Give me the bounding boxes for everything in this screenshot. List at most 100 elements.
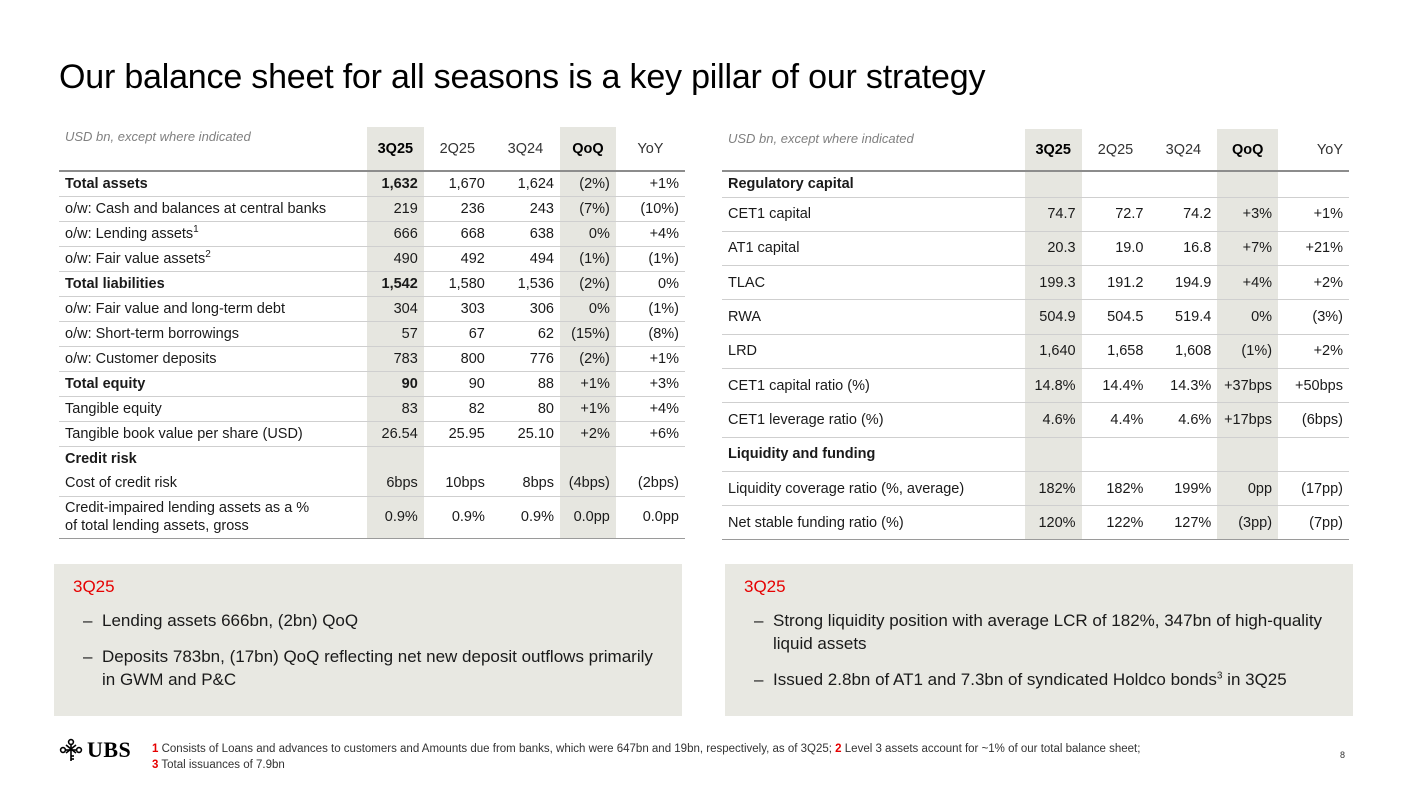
row-label: Total assets: [59, 171, 367, 197]
cell-value: (7%): [559, 196, 616, 222]
cell-value: 304: [366, 296, 424, 322]
cell-value: 127%: [1149, 505, 1218, 541]
footnote-text: Level 3 assets account for ~1% of our to…: [841, 743, 1141, 755]
bullet-item: – Issued 2.8bn of AT1 and 7.3bn of syndic…: [744, 668, 1334, 691]
row-label-line2: of total lending assets, gross: [65, 518, 249, 534]
cell-value: 199%: [1149, 471, 1218, 507]
cell-value: +3%: [615, 371, 685, 397]
cell-value: +4%: [615, 396, 685, 422]
footnote-number: 2: [835, 743, 842, 755]
cell-value: 4.6%: [1149, 402, 1218, 438]
table-row: Cost of credit risk 6bps 10bps 8bps (4bp…: [59, 471, 685, 497]
section-header-row: Liquidity and funding: [722, 437, 1349, 472]
row-label: o/w: Short-term borrowings: [59, 321, 367, 347]
cell-value: 800: [423, 346, 491, 372]
table-row: CET1 capital 74.7 72.7 74.2 +3% +1%: [722, 197, 1349, 232]
cell-value: (8%): [615, 321, 685, 347]
cell-value: 0.9%: [490, 496, 560, 539]
cell-value: 80: [490, 396, 560, 422]
cell-value: 120%: [1024, 505, 1082, 541]
footnote-ref: 3: [1216, 670, 1223, 682]
dash-icon: –: [754, 611, 764, 630]
cell-value: (2%): [559, 171, 616, 197]
col-header-2q25: 2Q25: [423, 127, 491, 172]
cell-value: 191.2: [1081, 265, 1150, 301]
footnote-text: Total issuances of 7.9bn: [158, 759, 285, 771]
cell-value: 182%: [1024, 471, 1082, 507]
cell-value: +1%: [615, 171, 685, 197]
cell-value: (2bps): [615, 471, 685, 497]
section-label: Liquidity and funding: [722, 437, 1025, 472]
cell-value: 14.3%: [1149, 368, 1218, 404]
cell-value: 236: [423, 196, 491, 222]
row-label: Total liabilities: [59, 271, 367, 297]
row-label: Tangible equity: [59, 396, 367, 422]
empty-cell: [1024, 437, 1082, 472]
cell-value: +1%: [559, 396, 616, 422]
dash-icon: –: [83, 611, 93, 630]
section-label: Credit risk: [65, 450, 137, 467]
cell-value: +4%: [615, 221, 685, 247]
cell-value: 1,542: [366, 271, 424, 297]
row-label-text: o/w: Lending assets: [65, 225, 194, 242]
row-label: LRD: [722, 334, 1025, 369]
cell-value: +7%: [1217, 231, 1279, 267]
ubs-logo: UBS: [59, 737, 131, 763]
cell-value: 490: [366, 246, 424, 272]
row-label: Liquidity coverage ratio (%, average): [722, 471, 1025, 507]
box-heading: 3Q25: [744, 577, 786, 596]
table-row: Net stable funding ratio (%) 120% 122% 1…: [722, 505, 1349, 541]
empty-cell: [1217, 437, 1279, 472]
col-header-3q25: 3Q25: [1024, 129, 1082, 172]
row-label: o/w: Lending assets1: [59, 221, 367, 247]
footnotes: 1 Consists of Loans and advances to cust…: [152, 741, 1302, 773]
cell-value: 25.95: [423, 421, 491, 447]
table-row: RWA 504.9 504.5 519.4 0% (3%): [722, 299, 1349, 335]
cell-value: 504.9: [1024, 299, 1082, 335]
table-row: AT1 capital 20.3 19.0 16.8 +7% +21%: [722, 231, 1349, 267]
empty-cell: [1081, 437, 1150, 472]
cell-value: (6bps): [1278, 402, 1349, 438]
cell-value: 74.2: [1149, 197, 1218, 232]
cell-value: 0%: [1217, 299, 1279, 335]
row-label: Credit-impaired lending assets as a % of …: [59, 496, 367, 539]
cell-value: 62: [490, 321, 560, 347]
empty-cell: [1149, 171, 1218, 198]
balance-sheet-table: USD bn, except where indicated 3Q25 2Q25…: [59, 127, 685, 539]
row-label: Total equity: [59, 371, 367, 397]
cell-value: 67: [423, 321, 491, 347]
footnote-number: 1: [152, 743, 159, 755]
cell-value: 90: [366, 371, 424, 397]
cell-value: 90: [423, 371, 491, 397]
cell-value: 26.54: [366, 421, 424, 447]
cell-value: 0pp: [1217, 471, 1279, 507]
row-label: o/w: Fair value assets2: [59, 246, 367, 272]
units-note: USD bn, except where indicated: [59, 127, 367, 172]
cell-value: 0%: [559, 221, 616, 247]
table-row: o/w: Short-term borrowings 57 67 62 (15%…: [59, 321, 685, 347]
cell-value: 1,640: [1024, 334, 1082, 369]
cell-value: 57: [366, 321, 424, 347]
cell-value: 0.9%: [423, 496, 491, 539]
cell-value: 6bps: [366, 471, 424, 497]
cell-value: 10bps: [423, 471, 491, 497]
cell-value: 4.6%: [1024, 402, 1082, 438]
row-label: CET1 capital ratio (%): [722, 368, 1025, 404]
table-row: o/w: Fair value and long-term debt 304 3…: [59, 296, 685, 322]
footnote-ref: 1: [193, 223, 199, 235]
table-row: Total equity 90 90 88 +1% +3%: [59, 371, 685, 397]
cell-value: 16.8: [1149, 231, 1218, 267]
units-note: USD bn, except where indicated: [722, 129, 1025, 172]
cell-value: 1,670: [423, 171, 491, 197]
cell-value: +50bps: [1278, 368, 1349, 404]
empty-cell: [1278, 171, 1349, 198]
cell-value: (1%): [559, 246, 616, 272]
cell-value: +6%: [615, 421, 685, 447]
empty-cell: [1217, 171, 1279, 198]
row-label: RWA: [722, 299, 1025, 335]
cell-value: +21%: [1278, 231, 1349, 267]
col-header-qoq: QoQ: [1217, 129, 1279, 172]
empty-cell: [559, 446, 616, 471]
page-title: Our balance sheet for all seasons is a k…: [59, 58, 986, 96]
bullet-item: – Deposits 783bn, (17bn) QoQ reflecting n…: [73, 645, 663, 691]
